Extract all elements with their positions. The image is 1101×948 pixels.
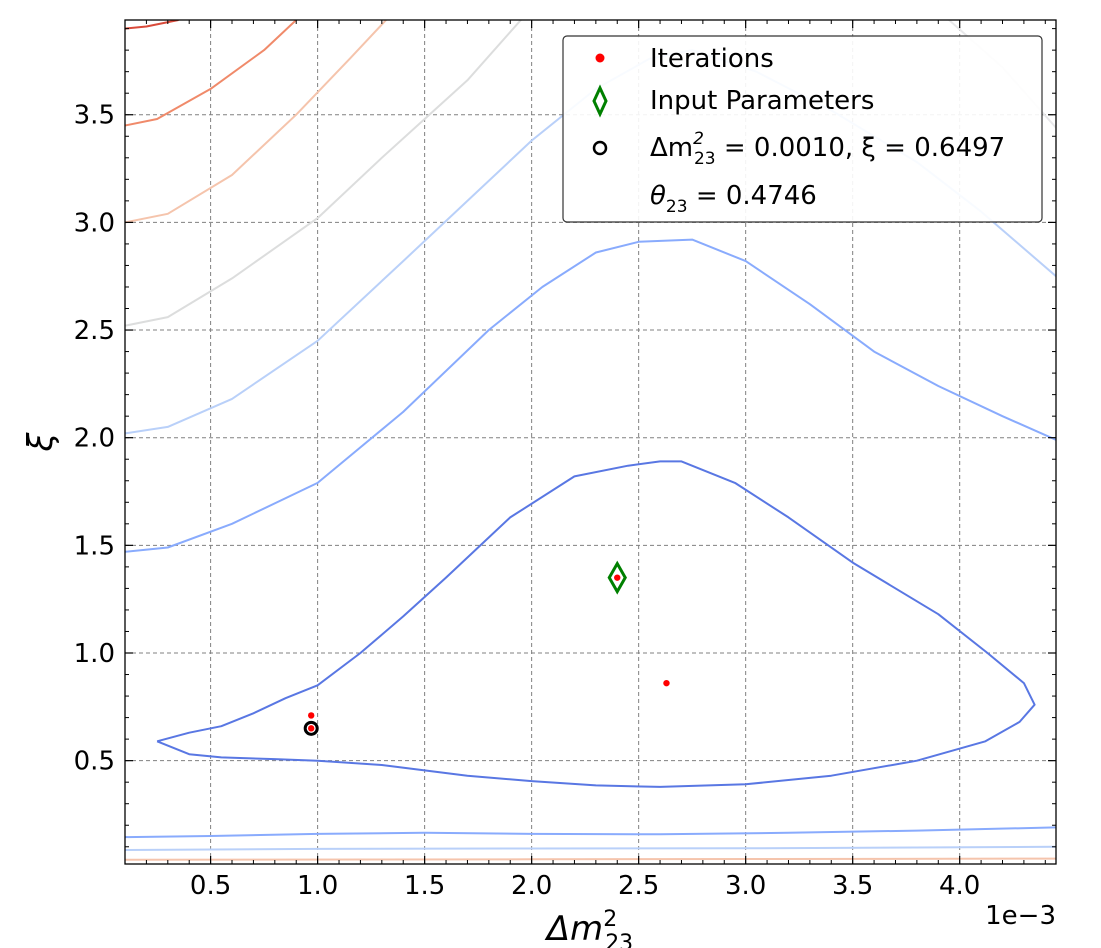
legend-input-parameters-label: Input Parameters (650, 86, 874, 116)
y-tick-label: 2.0 (74, 424, 115, 454)
axis-ticks: 0.5 1.0 1.5 2.0 2.5 3.0 3.5 4.0 0.5 1.0 1.5 2.0 2.5 3… (74, 20, 1056, 901)
legend-box (562, 35, 1043, 223)
x-axis-label: Δm2 23 (544, 907, 633, 948)
x-tick-label: 1.0 (297, 871, 338, 901)
contour-line (125, 20, 522, 327)
legend-iterations-label: Iterations (650, 44, 774, 74)
y-tick-label: 0.5 (74, 747, 115, 777)
x-tick-label: 1.5 (404, 871, 445, 901)
plot-frame (124, 19, 1057, 865)
x-offset-text: 1e−3 (985, 901, 1056, 931)
contour-line (125, 845, 1056, 851)
x-tick-label: 2.0 (511, 871, 552, 901)
contour-line (125, 20, 297, 127)
contour-line (125, 20, 387, 224)
y-tick-label: 3.5 (74, 101, 115, 131)
legend-input-parameters-marker (592, 84, 608, 118)
y-axis-label: ξ (21, 431, 61, 452)
contour-line (125, 826, 1056, 839)
markers (303, 560, 670, 736)
legend-iterations-marker (595, 53, 605, 63)
contour-line (125, 238, 1056, 553)
x-tick-label: 3.5 (832, 871, 873, 901)
x-tick-label: 0.5 (190, 871, 231, 901)
contour-line (125, 857, 1056, 861)
iteration-point (308, 725, 315, 732)
x-tick-label: 4.0 (939, 871, 980, 901)
x-tick-label: 3.0 (725, 871, 766, 901)
iteration-point (308, 712, 315, 719)
legend-theta-label: θ23 = 0.4746 (650, 181, 817, 217)
contour-line (156, 460, 1036, 788)
y-tick-label: 3.0 (74, 208, 115, 238)
iteration-point (614, 574, 621, 581)
input-parameters-marker (607, 560, 627, 595)
legend: Iterations Input Parameters Δm2 23 = 0.00… (562, 35, 1043, 223)
y-tick-label: 1.0 (74, 639, 115, 669)
y-tick-label: 2.5 (74, 316, 115, 346)
legend-best-fit-label: Δm2 23 = 0.0010, ξ = 0.6497 (650, 129, 1005, 169)
legend-best-fit-marker (592, 140, 608, 156)
y-tick-label: 1.5 (74, 531, 115, 561)
x-tick-label: 2.5 (618, 871, 659, 901)
iteration-point (663, 679, 670, 687)
best-fit-marker (303, 720, 319, 736)
